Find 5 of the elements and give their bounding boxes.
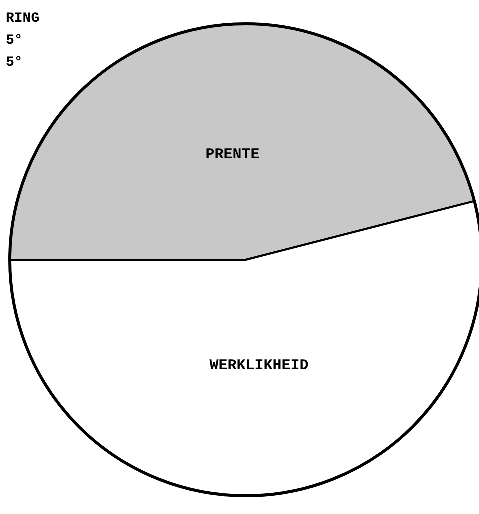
slice-label: WERKLIKHEID (210, 357, 309, 374)
text: 5° (6, 33, 23, 49)
slice-label: PRENTE (206, 146, 260, 164)
text: 5° (6, 55, 23, 71)
text: RING (6, 11, 40, 27)
